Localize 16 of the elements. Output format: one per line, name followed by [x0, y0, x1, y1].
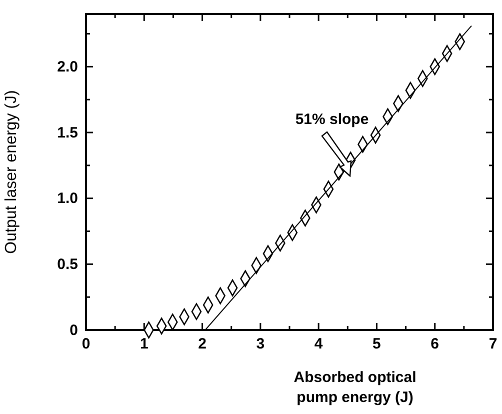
y-tick-label: 0.5 [57, 256, 78, 273]
x-tick-label: 2 [198, 336, 206, 353]
x-tick-label: 7 [488, 336, 498, 353]
x-tick-label: 6 [430, 336, 440, 353]
x-tick-label: 1 [140, 336, 148, 353]
x-tick-label: 3 [256, 336, 265, 353]
y-axis-title: Output laser energy (J) [3, 90, 20, 254]
y-tick-label: 0 [70, 322, 78, 339]
y-tick-label: 1.5 [57, 124, 78, 142]
y-tick-label: 2.0 [57, 58, 78, 76]
x-tick-label: 4 [314, 336, 324, 353]
y-tick-label: 1.0 [57, 190, 78, 208]
x-tick-label: 5 [372, 336, 381, 353]
annotation: 51% slope [295, 111, 369, 128]
x-tick-label: 0 [82, 336, 90, 353]
x-axis-title: Absorbed optical pump energy (J) [294, 369, 416, 406]
